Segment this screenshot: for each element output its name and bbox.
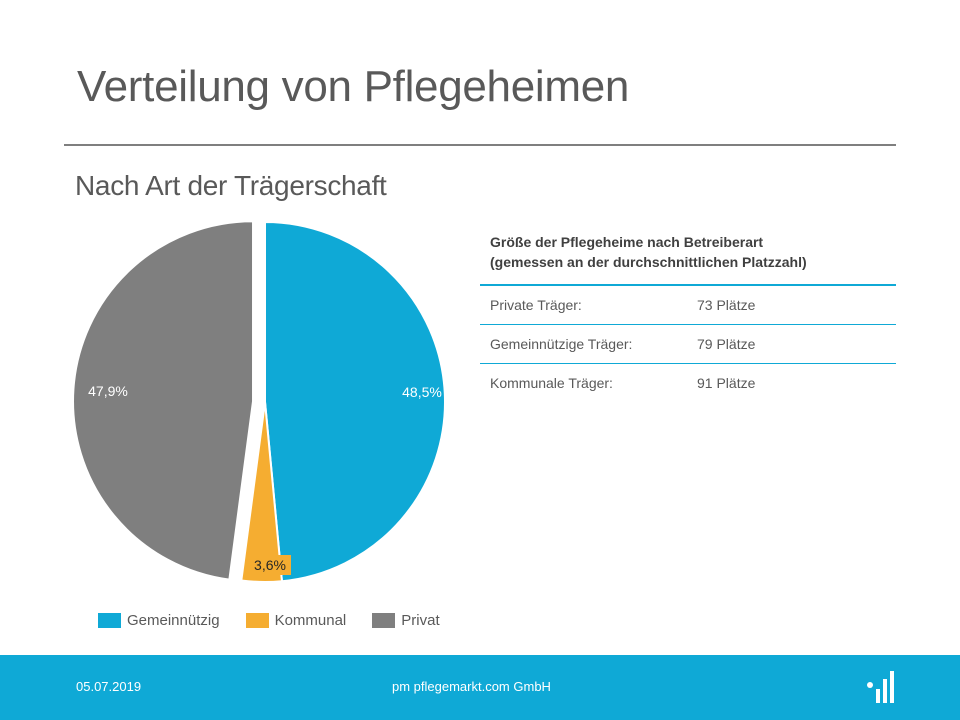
pie-slice-gemeinnützig [264, 220, 446, 583]
chart-legend: Gemeinnützig Kommunal Privat [98, 612, 466, 629]
legend-label-privat: Privat [401, 612, 440, 629]
table-row-label: Gemeinnützige Träger: [490, 336, 633, 352]
pflegemarkt-logo-icon [867, 671, 894, 703]
pie-slice-privat [72, 220, 255, 581]
data-label-kommunal: 3,6% [254, 557, 286, 573]
legend-label-gemeinnuetzig: Gemeinnützig [127, 612, 220, 629]
footer-date: 05.07.2019 [76, 679, 142, 694]
table-row: Gemeinnützige Träger: 79 Plätze [480, 325, 896, 364]
pie-slice-kommunal [240, 401, 284, 583]
data-label-gemeinnützig: 48,5% [402, 384, 442, 400]
legend-item-gemeinnuetzig: Gemeinnützig [98, 612, 220, 629]
table-row-value: 73 Plätze [697, 297, 756, 313]
table-row-value: 91 Plätze [697, 375, 756, 391]
pie-chart: 48,5% 3,6% 47,9% [72, 220, 446, 583]
table-row-label: Private Träger: [490, 297, 582, 313]
platzzahl-table: Größe der Pflegeheime nach Betreiberart … [480, 232, 896, 402]
table-row-label: Kommunale Träger: [490, 375, 613, 391]
slide-subtitle: Nach Art der Trägerschaft [75, 170, 387, 201]
table-row: Private Träger: 73 Plätze [480, 286, 896, 325]
data-label-box [249, 555, 291, 575]
table-row: Kommunale Träger: 91 Plätze [480, 364, 896, 402]
table-header: Größe der Pflegeheime nach Betreiberart … [480, 232, 896, 286]
footer-bar: 05.07.2019 pm pflegemarkt.com GmbH [0, 655, 960, 720]
legend-swatch-gemeinnuetzig [98, 613, 121, 628]
table-row-value: 79 Plätze [697, 336, 756, 352]
legend-item-kommunal: Kommunal [245, 612, 347, 629]
footer-company: pm pflegemarkt.com GmbH [392, 679, 551, 694]
table-header-line-2: (gemessen an der durchschnittlichen Plat… [490, 254, 807, 270]
legend-swatch-kommunal [245, 613, 269, 628]
slide-title: Verteilung von Pflegeheimen [77, 62, 630, 111]
data-label-privat: 47,9% [88, 383, 128, 399]
title-divider [64, 144, 896, 146]
legend-item-privat: Privat [372, 612, 440, 629]
legend-swatch-privat [372, 613, 396, 628]
table-header-line-1: Größe der Pflegeheime nach Betreiberart [490, 234, 764, 250]
legend-label-kommunal: Kommunal [274, 612, 347, 629]
